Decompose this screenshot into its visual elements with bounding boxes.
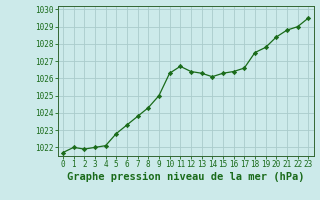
X-axis label: Graphe pression niveau de la mer (hPa): Graphe pression niveau de la mer (hPa) <box>67 172 304 182</box>
